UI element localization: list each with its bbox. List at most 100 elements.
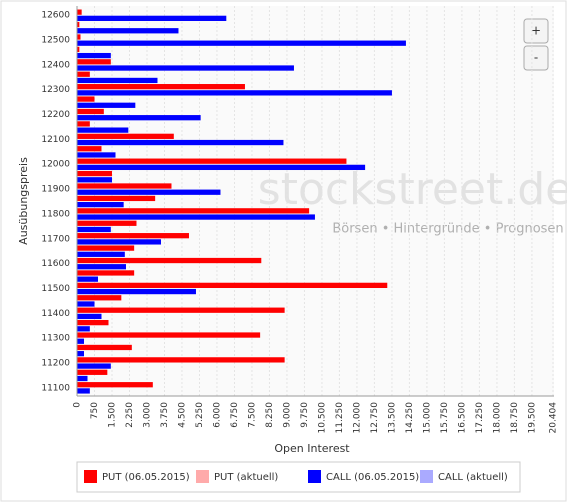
bar: [77, 28, 179, 34]
bar: [77, 226, 111, 233]
y-tick-label: 11700: [41, 234, 70, 244]
x-tick-label: 18.750: [510, 402, 520, 434]
bar: [77, 257, 262, 264]
bar: [77, 158, 347, 164]
bar: [77, 295, 122, 301]
y-tick-label: 11300: [41, 334, 70, 344]
x-tick-label: 12.750: [370, 402, 380, 434]
bar: [77, 282, 388, 289]
x-tick-label: 11.250: [335, 402, 345, 434]
bar: [77, 189, 221, 195]
bar: [77, 369, 108, 375]
x-tick-label: 12.000: [352, 402, 362, 434]
bar: [77, 84, 245, 90]
watermark: stockstreet.de: [258, 164, 567, 215]
legend: [76, 461, 521, 493]
bar: [77, 90, 392, 96]
legend-swatch: [196, 470, 209, 483]
y-tick-label: 11100: [41, 383, 70, 393]
legend-swatch: [84, 470, 97, 483]
x-tick-label: 2.250: [125, 402, 135, 428]
y-tick-label: 12200: [41, 110, 70, 120]
watermark-sub: Börsen • Hintergründe • Prognosen: [332, 222, 563, 237]
bar: [77, 177, 112, 183]
zoom-out[interactable]: [523, 45, 549, 71]
x-tick-label: 7.500: [247, 402, 257, 428]
bar: [77, 108, 104, 115]
bar: [77, 313, 102, 320]
bar: [77, 338, 84, 344]
x-tick-label: 15.750: [440, 402, 450, 434]
bar: [77, 382, 153, 388]
y-tick-label: 11800: [41, 209, 70, 219]
legend-label: CALL (aktuell): [438, 472, 508, 483]
x-tick-label: 4.500: [177, 402, 187, 428]
bar: [77, 363, 111, 369]
x-tick-label: 10.500: [317, 402, 327, 434]
bar: [77, 375, 88, 382]
x-tick-label: 19.500: [527, 402, 537, 434]
bar: [77, 133, 174, 139]
bar: [77, 59, 111, 65]
bar: [77, 195, 156, 202]
bar: [77, 270, 135, 276]
plot-area: [77, 6, 554, 396]
zoom-in[interactable]: [523, 18, 549, 44]
y-tick-label: 12500: [41, 36, 70, 46]
bar: [77, 96, 95, 102]
y-tick-label: 11400: [41, 309, 70, 319]
bar: [77, 40, 406, 46]
x-axis-label: Open Interest: [274, 442, 350, 455]
x-tick-label: 8.250: [265, 402, 275, 428]
bar: [77, 170, 112, 177]
legend-label: PUT (06.05.2015): [102, 472, 190, 483]
bar: [77, 301, 95, 307]
bar: [77, 77, 158, 84]
bar: [77, 208, 310, 214]
bar: [77, 319, 109, 326]
x-tick-label: 13.500: [387, 402, 397, 434]
bar: [77, 146, 102, 152]
x-tick-label: 6.750: [230, 402, 240, 428]
bar: [77, 357, 285, 363]
x-tick-label: 3.750: [160, 402, 170, 428]
bar: [77, 164, 366, 171]
zoom-in-label[interactable]: +: [531, 24, 541, 38]
bar: [77, 288, 196, 295]
x-tick-label: 9.000: [282, 402, 292, 428]
bar: [77, 102, 136, 108]
y-axis-label: Ausübungspreis: [17, 157, 30, 245]
bar: [77, 264, 126, 270]
y-tick-label: 12600: [41, 11, 70, 21]
x-tick-label: 3.000: [142, 402, 152, 428]
y-tick-label: 11900: [41, 185, 70, 195]
y-tick-label: 11500: [41, 284, 70, 294]
bar: [77, 307, 285, 313]
bar: [77, 15, 227, 21]
bar: [77, 21, 80, 28]
bar: [77, 276, 98, 282]
x-tick-label: 1.500: [107, 402, 117, 428]
bar: [77, 351, 84, 357]
x-tick-label: 17.250: [475, 402, 485, 434]
bar: [77, 139, 284, 146]
bar: [77, 34, 81, 40]
y-tick-label: 12400: [41, 60, 70, 70]
y-tick-label: 12000: [41, 160, 70, 170]
bar: [77, 332, 261, 338]
bar: [77, 46, 80, 53]
bar: [77, 71, 90, 77]
bar: [77, 9, 82, 15]
bar: [77, 239, 161, 245]
bar: [77, 52, 111, 59]
legend-swatch: [308, 470, 321, 483]
bar: [77, 115, 201, 121]
x-tick-label: 9.750: [300, 402, 310, 428]
bar: [77, 121, 90, 127]
bar: [77, 202, 124, 208]
y-tick-label: 11200: [41, 358, 70, 368]
legend-swatch: [420, 470, 433, 483]
x-tick-label: 18.000: [492, 402, 502, 434]
zoom-out-label[interactable]: -: [534, 51, 538, 65]
